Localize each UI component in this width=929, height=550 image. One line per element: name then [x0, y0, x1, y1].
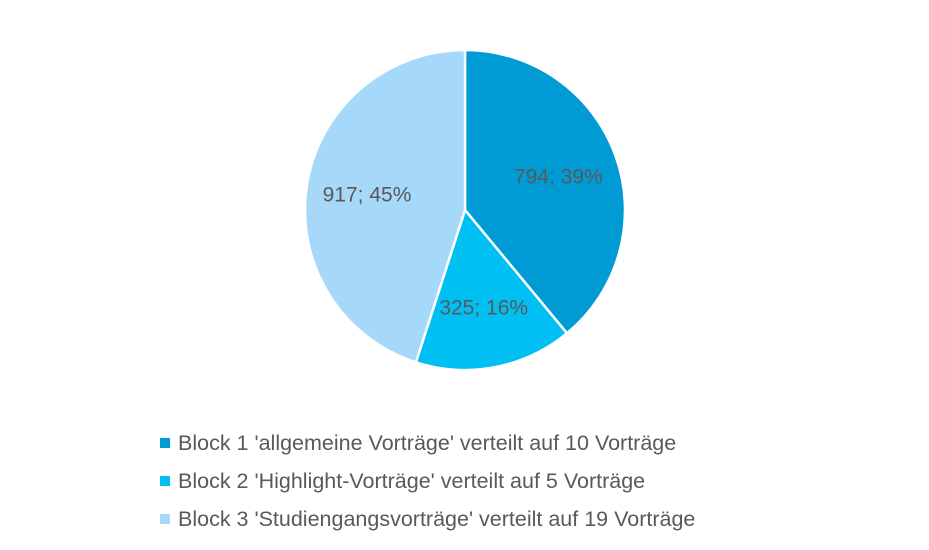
legend-label-block-3: Block 3 'Studiengangsvorträge' verteilt … — [178, 506, 696, 531]
legend-swatch-block-3 — [160, 514, 170, 524]
legend-swatch-block-1 — [160, 438, 170, 448]
chart-legend: Block 1 'allgemeine Vorträge' verteilt a… — [160, 424, 880, 538]
legend-label-block-1: Block 1 'allgemeine Vorträge' verteilt a… — [178, 430, 677, 455]
legend-item-block-3: Block 3 'Studiengangsvorträge' verteilt … — [160, 500, 880, 538]
legend-item-block-1: Block 1 'allgemeine Vorträge' verteilt a… — [160, 424, 880, 462]
legend-item-block-2: Block 2 'Highlight-Vorträge' verteilt au… — [160, 462, 880, 500]
pie-slices — [303, 48, 627, 372]
pie-data-labels: 794; 39% 325; 16% 917; 45% — [323, 165, 603, 319]
data-label-block-3: 917; 45% — [323, 184, 412, 207]
pie-slice-block-2 — [414, 208, 569, 372]
data-label-block-1: 794; 39% — [514, 165, 603, 188]
pie-slice-block-1 — [463, 48, 627, 335]
data-label-block-2: 325; 16% — [439, 296, 528, 319]
legend-swatch-block-2 — [160, 476, 170, 486]
pie-slice-block-3 — [303, 48, 467, 364]
legend-label-block-2: Block 2 'Highlight-Vorträge' verteilt au… — [178, 468, 646, 493]
